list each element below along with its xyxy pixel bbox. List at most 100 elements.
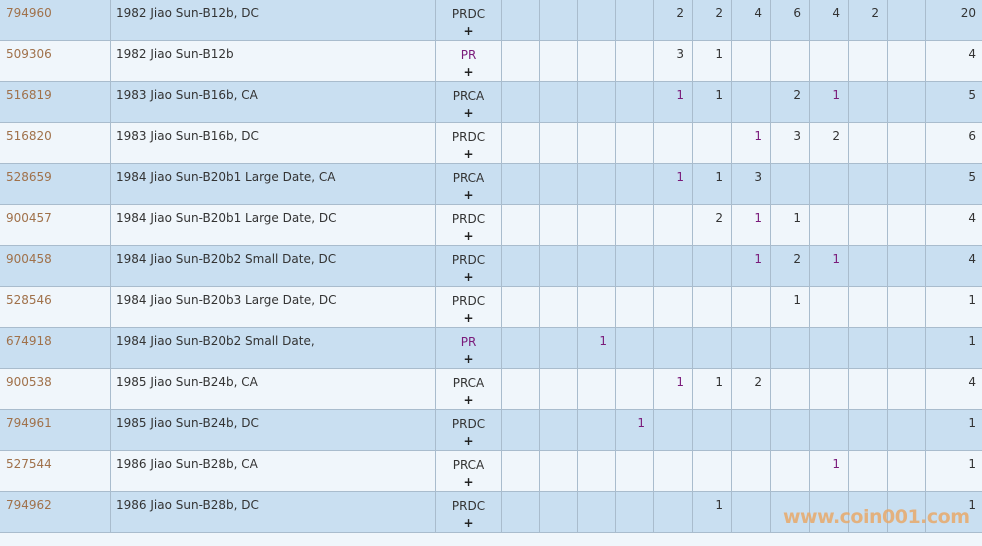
grade-count-cell[interactable]: 1	[653, 368, 693, 410]
coin-id-link[interactable]: 527544	[0, 450, 111, 492]
grade-count-cell	[770, 409, 810, 451]
grade-count-cell[interactable]: 2	[692, 0, 732, 41]
grade-count-cell	[653, 286, 693, 328]
expand-plus-button[interactable]: +	[463, 188, 474, 202]
grade-count-cell[interactable]: 3	[770, 122, 810, 164]
grade-cell: PRDC +	[435, 491, 502, 533]
grade-cell: PRDC +	[435, 409, 502, 451]
grade-count-cell[interactable]: 2	[653, 0, 693, 41]
grade-count-cell	[770, 450, 810, 492]
grade-label: PRDC	[451, 417, 486, 431]
coin-id-link[interactable]: 509306	[0, 40, 111, 82]
coin-id-link[interactable]: 528546	[0, 286, 111, 328]
expand-plus-button[interactable]: +	[463, 229, 474, 243]
grade-count-cell[interactable]: 1	[809, 245, 849, 287]
expand-plus-button[interactable]: +	[463, 475, 474, 489]
coin-id-link[interactable]: 528659	[0, 163, 111, 205]
grade-count-cell[interactable]: 2	[770, 245, 810, 287]
coin-id-link[interactable]: 794960	[0, 0, 111, 41]
grade-count-cell[interactable]: 1	[731, 204, 771, 246]
grade-count-cell	[539, 491, 578, 533]
grade-count-cell[interactable]: 2	[770, 81, 810, 123]
grade-count-cell[interactable]: 2	[692, 204, 732, 246]
expand-plus-button[interactable]: +	[463, 311, 474, 325]
grade-count-cell	[887, 409, 926, 451]
total-count-cell[interactable]: 4	[925, 40, 982, 82]
coin-id-link[interactable]: 900457	[0, 204, 111, 246]
grade-count-cell[interactable]: 1	[692, 81, 732, 123]
expand-plus-button[interactable]: +	[463, 24, 474, 38]
coin-id-link[interactable]: 516819	[0, 81, 111, 123]
grade-count-cell[interactable]: 2	[809, 122, 849, 164]
grade-count-cell[interactable]: 1	[692, 163, 732, 205]
grade-count-cell[interactable]: 1	[731, 122, 771, 164]
coin-id-link[interactable]: 516820	[0, 122, 111, 164]
grade-count-cell[interactable]: 4	[809, 0, 849, 41]
grade-count-cell[interactable]: 1	[770, 286, 810, 328]
expand-plus-button[interactable]: +	[463, 393, 474, 407]
total-count-cell[interactable]: 20	[925, 0, 982, 41]
grade-count-cell[interactable]: 2	[731, 368, 771, 410]
total-count-cell[interactable]: 4	[925, 245, 982, 287]
expand-plus-button[interactable]: +	[463, 352, 474, 366]
grade-count-cell	[615, 81, 654, 123]
coin-id-link[interactable]: 794961	[0, 409, 111, 451]
table-row: 794960 1982 Jiao Sun-B12b, DC PRDC +2 2 4 6 4 2 2…	[0, 0, 982, 41]
grade-count-cell[interactable]: 1	[809, 450, 849, 492]
grade-count-cell	[615, 204, 654, 246]
watermark: www.coin001.com	[783, 506, 970, 528]
total-count-cell[interactable]: 4	[925, 368, 982, 410]
coin-id-link[interactable]: 674918	[0, 327, 111, 369]
table-row: 527544 1986 Jiao Sun-B28b, CA PRCA +1 1	[0, 450, 982, 492]
grade-count-cell[interactable]: 2	[848, 0, 888, 41]
coin-id-link[interactable]: 794962	[0, 491, 111, 533]
total-count-cell[interactable]: 4	[925, 204, 982, 246]
grade-count-cell	[848, 409, 888, 451]
total-count-cell[interactable]: 5	[925, 163, 982, 205]
grade-count-cell[interactable]: 1	[653, 81, 693, 123]
grade-count-cell[interactable]: 3	[653, 40, 693, 82]
coin-id-link[interactable]: 900538	[0, 368, 111, 410]
total-count-cell[interactable]: 6	[925, 122, 982, 164]
expand-plus-button[interactable]: +	[463, 270, 474, 284]
grade-count-cell[interactable]: 6	[770, 0, 810, 41]
grade-count-cell[interactable]: 1	[615, 409, 654, 451]
grade-count-cell	[615, 327, 654, 369]
grade-count-cell[interactable]: 1	[770, 204, 810, 246]
expand-plus-button[interactable]: +	[463, 516, 474, 530]
grade-count-cell[interactable]: 4	[731, 0, 771, 41]
expand-plus-button[interactable]: +	[463, 106, 474, 120]
total-count-cell[interactable]: 1	[925, 327, 982, 369]
total-count-cell[interactable]: 1	[925, 450, 982, 492]
grade-count-cell	[539, 163, 578, 205]
expand-plus-button[interactable]: +	[463, 434, 474, 448]
grade-count-cell[interactable]: 1	[577, 327, 616, 369]
grade-count-cell	[539, 286, 578, 328]
grade-count-cell[interactable]: 1	[692, 368, 732, 410]
grade-count-cell	[887, 368, 926, 410]
total-count-cell[interactable]: 5	[925, 81, 982, 123]
grade-count-cell[interactable]: 1	[653, 163, 693, 205]
total-count-cell[interactable]: 1	[925, 409, 982, 451]
table-row: 900538 1985 Jiao Sun-B24b, CA PRCA +1 1 2 4	[0, 368, 982, 410]
grade-count-cell	[653, 327, 693, 369]
coin-id-link[interactable]: 900458	[0, 245, 111, 287]
total-count-cell[interactable]: 1	[925, 286, 982, 328]
grade-count-cell[interactable]: 1	[692, 491, 732, 533]
grade-cell: PRDC +	[435, 245, 502, 287]
expand-plus-button[interactable]: +	[463, 65, 474, 79]
grade-count-cell[interactable]: 3	[731, 163, 771, 205]
table-row: 794962 1986 Jiao Sun-B28b, DC PRDC +1 1	[0, 491, 982, 533]
grade-count-cell	[501, 40, 540, 82]
grade-count-cell	[501, 122, 540, 164]
grade-count-cell	[731, 81, 771, 123]
grade-count-cell	[809, 327, 849, 369]
grade-count-cell	[615, 286, 654, 328]
grade-count-cell[interactable]: 1	[809, 81, 849, 123]
grade-count-cell[interactable]: 1	[692, 40, 732, 82]
grade-count-cell	[501, 245, 540, 287]
grade-count-cell[interactable]: 1	[731, 245, 771, 287]
grade-count-cell	[770, 40, 810, 82]
total-count-cell[interactable]: 1	[925, 491, 982, 533]
expand-plus-button[interactable]: +	[463, 147, 474, 161]
